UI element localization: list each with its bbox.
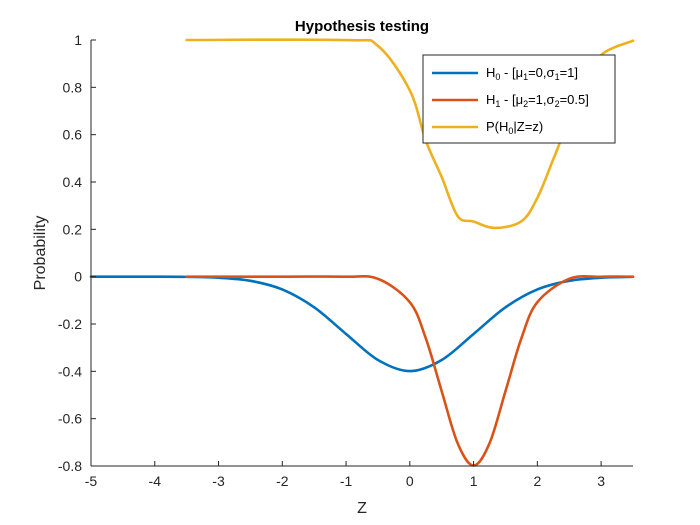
legend: H0 - [μ1=0,σ1=1]H1 - [μ2=1,σ2=0.5]P(H0|Z… <box>422 54 616 144</box>
legend-label-part: μ <box>516 92 524 107</box>
legend-label-part: - [ <box>500 65 516 80</box>
legend-label-subscript: 1 <box>555 72 560 82</box>
legend-label-part: H <box>486 65 495 80</box>
chart-title: Hypothesis testing <box>295 18 429 35</box>
series-h1-line <box>185 274 635 467</box>
x-tick-label: -1 <box>340 473 353 489</box>
x-tick-label: 0 <box>406 473 414 489</box>
legend-label-part: =1, <box>528 92 546 107</box>
legend-label-part: σ <box>547 92 555 107</box>
y-tick-label: 0 <box>74 269 82 285</box>
legend-label-part: P(H <box>486 119 508 134</box>
x-tick-label: 1 <box>470 473 478 489</box>
legend-label-subscript: 1 <box>523 72 528 82</box>
x-tick-label: -3 <box>212 473 225 489</box>
legend-entry-posterior: P(H0|Z=z) <box>432 119 543 136</box>
axes-layer <box>90 40 633 467</box>
legend-label-part: |Z=z) <box>513 119 543 134</box>
legend-entry-h0: H0 - [μ1=0,σ1=1] <box>432 65 578 82</box>
x-ticks: -5 -4 -3 -2 -1 0 1 2 3 <box>85 461 605 489</box>
y-tick-label: -0.4 <box>58 363 82 379</box>
y-tick-label: 1 <box>74 32 82 48</box>
legend-items: H0 - [μ1=0,σ1=1]H1 - [μ2=1,σ2=0.5]P(H0|Z… <box>432 65 589 136</box>
legend-label-part: =0.5] <box>560 92 589 107</box>
y-tick-label: 0.4 <box>63 174 83 190</box>
legend-label: H0 - [μ1=0,σ1=1] <box>486 65 578 82</box>
legend-label-subscript: 2 <box>555 99 560 109</box>
legend-label-subscript: 0 <box>508 126 513 136</box>
x-tick-label: 3 <box>597 473 605 489</box>
x-tick-label: -5 <box>85 473 98 489</box>
legend-entry-h1: H1 - [μ2=1,σ2=0.5] <box>432 92 589 109</box>
x-tick-label: 2 <box>533 473 541 489</box>
y-tick-label: -0.8 <box>58 458 82 474</box>
x-tick-label: -4 <box>149 473 162 489</box>
legend-label: H1 - [μ2=1,σ2=0.5] <box>486 92 589 109</box>
y-tick-label: 0.2 <box>63 221 83 237</box>
x-axis-label: Z <box>357 500 367 517</box>
legend-label-part: σ <box>547 65 555 80</box>
y-tick-label: -0.2 <box>58 316 82 332</box>
y-tick-label: 0.8 <box>63 79 83 95</box>
y-axis-label: Probability <box>32 216 49 291</box>
y-tick-label: 0.6 <box>63 127 83 143</box>
y-ticks: -0.8 -0.6 -0.4 -0.2 0 0.2 0.4 0.6 0.8 1 <box>58 32 96 474</box>
legend-label-part: H <box>486 92 495 107</box>
legend-label-part: - [ <box>500 92 516 107</box>
legend-label: P(H0|Z=z) <box>486 119 543 136</box>
legend-label-part: =1] <box>560 65 578 80</box>
x-tick-label: -2 <box>276 473 289 489</box>
legend-label-subscript: 1 <box>495 99 500 109</box>
series-h0-line <box>89 275 635 373</box>
legend-label-subscript: 0 <box>495 72 500 82</box>
legend-label-part: μ <box>516 65 524 80</box>
y-tick-label: -0.6 <box>58 411 82 427</box>
legend-label-part: =0, <box>528 65 546 80</box>
legend-label-subscript: 2 <box>523 99 528 109</box>
